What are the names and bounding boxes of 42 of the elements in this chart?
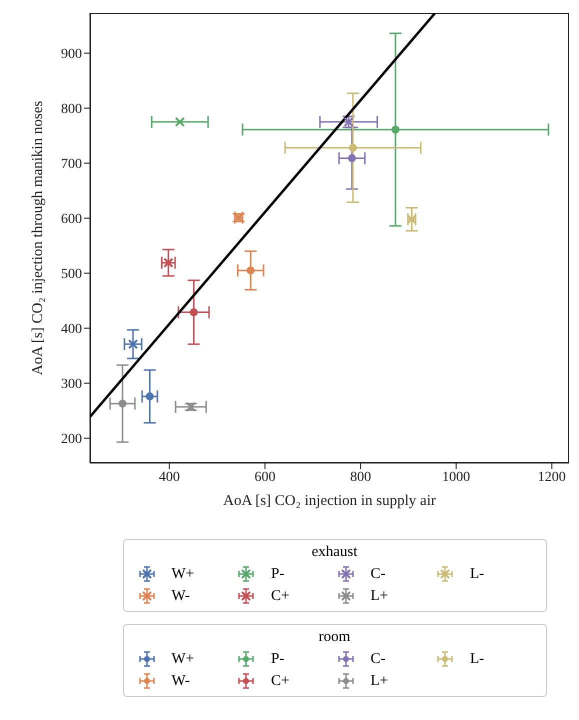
legend-label: C+ xyxy=(271,672,290,690)
point xyxy=(174,116,185,127)
y-tick-label: 800 xyxy=(61,102,82,118)
text: room xyxy=(318,629,350,645)
legend-label: L- xyxy=(470,650,484,668)
legend-label: L+ xyxy=(370,588,388,604)
legend-label: C+ xyxy=(271,588,290,604)
x-tick-label: 1000 xyxy=(442,470,470,485)
y-tick-label: 600 xyxy=(61,212,82,228)
legend-label: W+ xyxy=(172,566,194,582)
point xyxy=(163,258,174,268)
point xyxy=(391,126,400,134)
point xyxy=(118,400,127,408)
y-tick-label: 300 xyxy=(61,377,82,392)
y-axis-title: AoA [s] CO₂ injection through manikin noses xyxy=(30,100,46,376)
point xyxy=(190,308,198,316)
legend-label: L+ xyxy=(370,672,388,690)
point xyxy=(348,144,357,152)
legend-label: C- xyxy=(370,650,386,668)
point xyxy=(246,266,255,274)
point xyxy=(348,154,356,162)
legend-label: P- xyxy=(271,566,284,582)
point xyxy=(406,214,417,224)
legend-label: W- xyxy=(172,588,190,604)
x-tick-label: 800 xyxy=(350,470,372,485)
point xyxy=(128,339,138,350)
x-tick-label: 1200 xyxy=(538,470,566,485)
legend-label: W- xyxy=(172,672,190,690)
legend-label: C- xyxy=(370,566,386,582)
legend-label: W+ xyxy=(172,650,194,668)
y-tick-label: 700 xyxy=(61,157,82,172)
text: exhaust xyxy=(312,544,358,560)
legend-label: L- xyxy=(470,566,484,582)
y-tick-label: 900 xyxy=(61,47,82,62)
point xyxy=(146,392,154,400)
x-tick-label: 600 xyxy=(254,470,276,485)
legend-label: P- xyxy=(271,650,284,668)
y-tick-label: 400 xyxy=(61,322,82,338)
y-tick-label: 500 xyxy=(61,267,82,282)
y-tick-label: 200 xyxy=(61,432,82,448)
x-axis-title: AoA [s] CO₂ injection in supply air xyxy=(223,493,436,509)
x-tick-label: 400 xyxy=(158,470,180,485)
